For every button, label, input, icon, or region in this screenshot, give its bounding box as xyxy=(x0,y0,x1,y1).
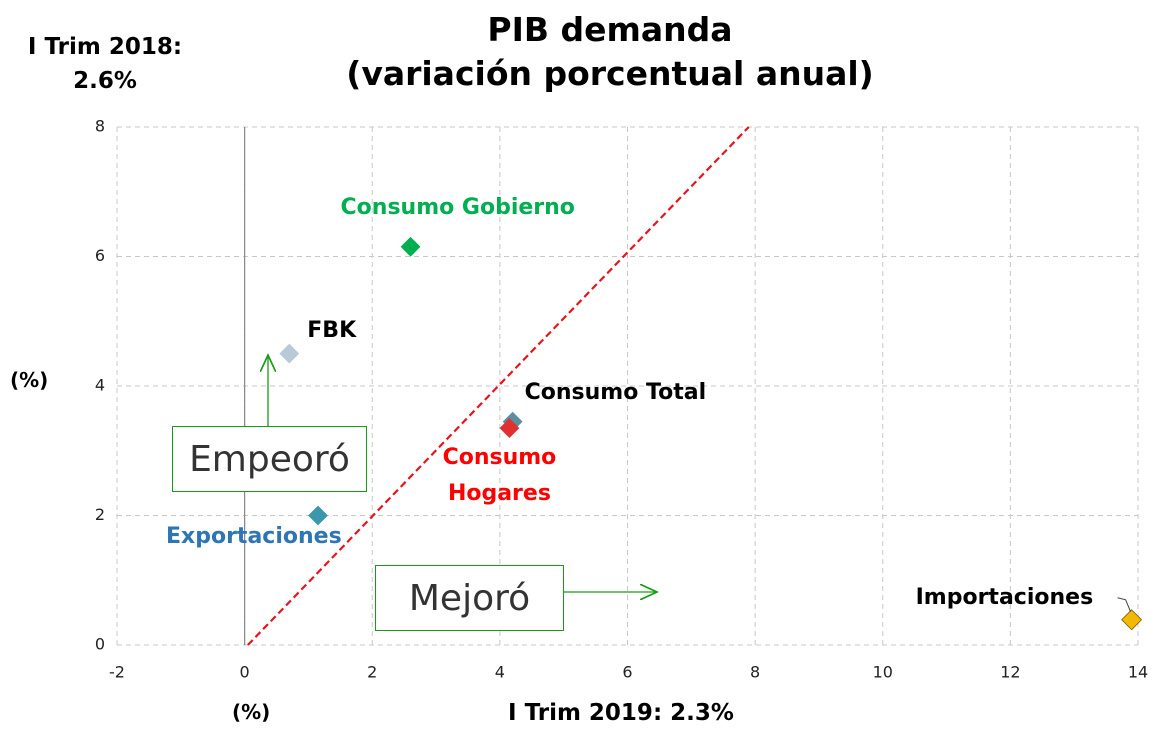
point-label: Consumo Total xyxy=(524,379,707,405)
chart-title: PIB demanda (variación porcentual anual) xyxy=(300,8,920,96)
point xyxy=(308,505,328,526)
y-axis-label: (%) xyxy=(10,368,49,392)
y-tick-label: 0 xyxy=(95,635,105,654)
point xyxy=(1121,609,1143,631)
point xyxy=(400,236,421,257)
x-tick-label: 6 xyxy=(622,663,632,682)
point-label: Exportaciones xyxy=(166,523,342,549)
y-title: I Trim 2018: 2.6% xyxy=(10,30,200,98)
point-label: FBK xyxy=(307,317,357,343)
y-tick-label: 6 xyxy=(95,246,105,265)
x-tick-label: 14 xyxy=(1128,663,1148,682)
annotation-box: Empeoró xyxy=(172,426,367,492)
y-tick-label: 8 xyxy=(95,117,105,136)
point-label: Consumo Gobierno xyxy=(340,194,575,220)
x-tick-label: -2 xyxy=(109,663,125,682)
leader-line xyxy=(1117,597,1132,612)
point xyxy=(499,418,520,438)
point-label: Importaciones xyxy=(915,584,1094,610)
reference-line xyxy=(247,126,750,646)
x-tick-label: 12 xyxy=(1000,663,1020,682)
x-axis-label-left: (%) xyxy=(232,700,271,724)
y-tick-label: 4 xyxy=(95,376,105,395)
title-line: (variación porcentual anual) xyxy=(346,54,874,93)
point-label: Consumo Hogares xyxy=(442,445,557,507)
annotation-box: Mejoró xyxy=(375,565,564,631)
x-tick-label: 0 xyxy=(240,663,250,682)
x-tick-label: 2 xyxy=(367,663,377,682)
title-line: PIB demanda xyxy=(487,10,733,49)
point xyxy=(279,343,300,364)
y-title-line: I Trim 2018: xyxy=(27,34,183,60)
x-tick-label: 4 xyxy=(495,663,505,682)
x-axis-label: I Trim 2019: 2.3% xyxy=(508,700,734,726)
y-title-line: 2.6% xyxy=(73,68,137,94)
x-tick-label: 8 xyxy=(750,663,760,682)
y-tick-label: 2 xyxy=(95,505,105,524)
x-tick-label: 10 xyxy=(873,663,893,682)
